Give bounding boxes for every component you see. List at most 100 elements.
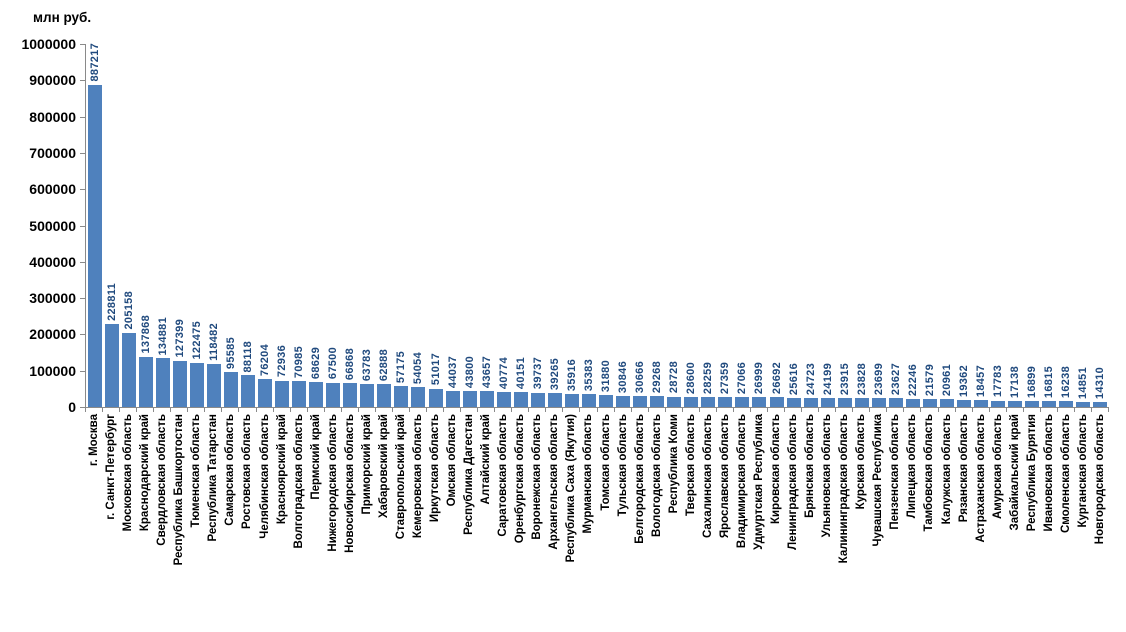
y-axis-tick-label: 1000000 [21, 36, 76, 52]
bar [922, 399, 937, 407]
x-axis-tick [698, 407, 700, 412]
x-axis-label: Калининградская область [838, 414, 851, 564]
x-axis-label: Томская область [599, 414, 612, 511]
x-axis-tick [767, 407, 768, 412]
x-axis-tick [102, 407, 104, 412]
bar [786, 397, 801, 407]
bar-value-label: 137868 [139, 315, 152, 354]
bar [87, 84, 102, 407]
y-axis-tick [79, 370, 85, 372]
bar [309, 382, 324, 407]
bar [991, 400, 1006, 407]
bar-value-label: 30846 [617, 360, 630, 393]
x-axis-tick [954, 407, 956, 412]
x-axis-label: Пензенская область [889, 414, 902, 530]
x-axis-tick [869, 407, 871, 412]
x-axis-tick [477, 407, 479, 412]
bar [172, 360, 187, 407]
x-axis-tick [596, 407, 598, 412]
x-axis-tick [988, 407, 990, 412]
bar-value-label: 40151 [514, 357, 527, 390]
bar-value-label: 14310 [1094, 366, 1107, 399]
bar [1059, 401, 1074, 407]
bar-value-label: 20961 [941, 364, 953, 397]
x-axis-label: Красноярский край [275, 414, 288, 525]
x-axis-label: Воронежская область [531, 414, 544, 540]
x-axis-tick [187, 407, 189, 412]
y-axis-tick-label: 800000 [29, 108, 76, 125]
x-axis-label: Оренбургская область [514, 414, 527, 544]
bar-value-label: 28259 [702, 361, 715, 394]
bar [769, 397, 784, 407]
bar [138, 357, 153, 407]
bar [667, 396, 682, 407]
y-axis-tick-label: 0 [68, 399, 76, 415]
x-axis-label: Новосибирская область [343, 414, 356, 553]
x-axis-label: Кемеровская область [411, 414, 424, 539]
y-axis-tick [79, 152, 85, 154]
bar-value-label: 35383 [582, 359, 595, 392]
bar-value-label: 23828 [855, 363, 868, 396]
x-axis-tick [664, 407, 666, 412]
x-axis-label: Рязанская область [957, 414, 970, 523]
bar-value-label: 39737 [531, 357, 544, 390]
bar [292, 381, 307, 407]
x-axis-tick [272, 407, 274, 412]
bar [496, 392, 511, 407]
x-axis-tick [545, 407, 547, 412]
bar-value-label: 21579 [923, 364, 936, 397]
x-axis-tick [749, 407, 751, 412]
bar-value-label: 18457 [975, 365, 988, 398]
y-axis-tick-label: 500000 [29, 217, 76, 234]
x-axis-tick [408, 407, 410, 412]
x-axis-label: Омская область [446, 414, 459, 507]
bar [1076, 401, 1091, 407]
x-axis-label: Белгородская область [633, 414, 646, 544]
bar [854, 398, 869, 407]
x-axis-label: Брянская область [804, 414, 817, 518]
bar-value-label: 66868 [344, 347, 357, 380]
bar [343, 382, 358, 407]
bar-value-label: 16238 [1060, 366, 1073, 399]
bar [377, 384, 392, 407]
x-axis-tick [579, 407, 581, 412]
x-axis-tick [221, 407, 223, 412]
x-axis-label: Курская область [855, 414, 868, 510]
x-axis-label: Тверская область [684, 414, 697, 517]
y-axis-tick [79, 189, 85, 191]
bar-value-label: 122475 [190, 321, 203, 360]
y-axis-tick [79, 298, 85, 300]
y-axis-tick [79, 116, 85, 118]
bar-value-label: 54054 [412, 352, 425, 385]
x-axis-label: Иркутская область [429, 414, 441, 523]
bar-value-label: 43657 [480, 356, 493, 389]
bar [599, 395, 613, 407]
x-axis-label: Краснодарский край [139, 414, 152, 532]
x-axis-label: Алтайский край [480, 414, 493, 505]
bar [1042, 400, 1057, 407]
x-axis-tick [1108, 407, 1109, 412]
x-axis-label: Мурманская область [582, 414, 595, 534]
x-axis-tick [732, 407, 734, 412]
x-axis-label: Ярославская область [718, 414, 731, 539]
bar-value-label: 67500 [327, 347, 340, 380]
x-axis-label: Хабаровский край [377, 414, 390, 519]
x-axis-tick [1039, 407, 1041, 412]
x-axis-tick [238, 407, 240, 412]
x-axis-label: Республика Дагестан [463, 414, 476, 535]
bar [513, 392, 528, 407]
x-axis-label: Нижегородская область [326, 414, 339, 552]
x-axis-tick [494, 407, 496, 412]
bar [581, 394, 596, 407]
x-axis-label: Ульяновская область [821, 414, 834, 538]
bar [837, 398, 852, 407]
bar-value-label: 205158 [122, 291, 135, 330]
y-axis-tick [79, 261, 85, 263]
bar-value-label: 51017 [429, 353, 442, 386]
x-axis-tick [1022, 407, 1024, 412]
x-axis-label: г. Санкт-Петербург [105, 414, 118, 520]
bar [258, 379, 272, 407]
x-axis-label: Курганская область [1076, 414, 1089, 528]
x-axis-tick [170, 407, 172, 412]
